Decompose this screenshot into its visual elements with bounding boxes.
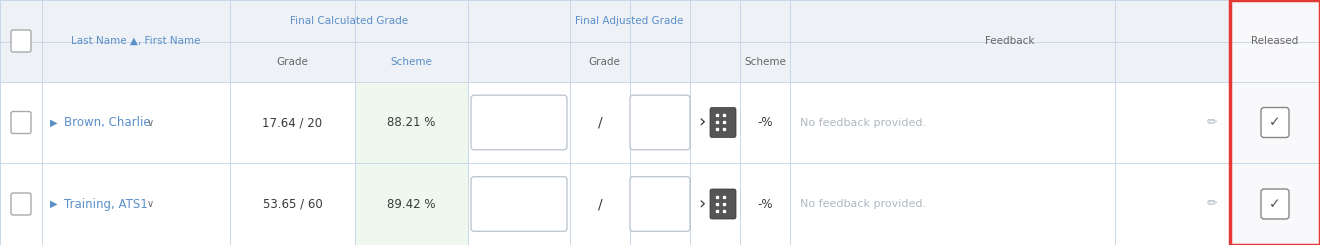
FancyBboxPatch shape bbox=[11, 111, 30, 134]
FancyBboxPatch shape bbox=[710, 108, 737, 137]
Text: Scheme: Scheme bbox=[391, 57, 433, 67]
Text: 89.42 %: 89.42 % bbox=[387, 197, 436, 210]
Text: 17.64 / 20: 17.64 / 20 bbox=[263, 116, 322, 129]
Text: Grade: Grade bbox=[589, 57, 620, 67]
FancyBboxPatch shape bbox=[471, 95, 568, 150]
Text: Last Name ▲, First Name: Last Name ▲, First Name bbox=[71, 36, 201, 46]
Bar bbox=[0, 82, 1320, 163]
Text: ∨: ∨ bbox=[147, 199, 154, 209]
FancyBboxPatch shape bbox=[11, 30, 30, 52]
FancyBboxPatch shape bbox=[1261, 108, 1290, 137]
Text: ✓: ✓ bbox=[1270, 115, 1280, 130]
Text: ✏: ✏ bbox=[1206, 197, 1217, 210]
FancyBboxPatch shape bbox=[11, 193, 30, 215]
Text: -%: -% bbox=[758, 197, 772, 210]
Text: ✓: ✓ bbox=[1270, 197, 1280, 211]
FancyBboxPatch shape bbox=[630, 95, 690, 150]
Bar bbox=[0, 42, 1320, 82]
Text: ›: › bbox=[698, 195, 705, 213]
Text: Final Adjusted Grade: Final Adjusted Grade bbox=[574, 16, 684, 26]
Text: 53.65 / 60: 53.65 / 60 bbox=[263, 197, 322, 210]
Text: Final Calculated Grade: Final Calculated Grade bbox=[290, 16, 408, 26]
Bar bbox=[1230, 0, 1320, 245]
Bar bbox=[0, 163, 1320, 245]
Text: Feedback: Feedback bbox=[985, 36, 1035, 46]
Text: ✏: ✏ bbox=[1206, 116, 1217, 129]
Bar bbox=[0, 0, 1320, 42]
FancyBboxPatch shape bbox=[1261, 189, 1290, 219]
Text: ▶: ▶ bbox=[50, 199, 58, 209]
Text: ∨: ∨ bbox=[147, 118, 154, 127]
Text: Brown, Charlie: Brown, Charlie bbox=[63, 116, 150, 129]
FancyBboxPatch shape bbox=[471, 177, 568, 231]
Bar bbox=[1230, 0, 1320, 245]
FancyBboxPatch shape bbox=[630, 177, 690, 231]
Text: Training, ATS1: Training, ATS1 bbox=[63, 197, 148, 210]
Text: Grade: Grade bbox=[277, 57, 309, 67]
FancyBboxPatch shape bbox=[710, 189, 737, 219]
Text: /: / bbox=[598, 115, 602, 130]
Bar bbox=[355, 82, 469, 245]
Text: No feedback provided.: No feedback provided. bbox=[800, 118, 927, 127]
Text: ›: › bbox=[698, 113, 705, 132]
Text: /: / bbox=[598, 197, 602, 211]
Text: Released: Released bbox=[1251, 36, 1299, 46]
Text: -%: -% bbox=[758, 116, 772, 129]
Text: 88.21 %: 88.21 % bbox=[387, 116, 436, 129]
Text: No feedback provided.: No feedback provided. bbox=[800, 199, 927, 209]
Text: ▶: ▶ bbox=[50, 118, 58, 127]
Text: Scheme: Scheme bbox=[744, 57, 785, 67]
